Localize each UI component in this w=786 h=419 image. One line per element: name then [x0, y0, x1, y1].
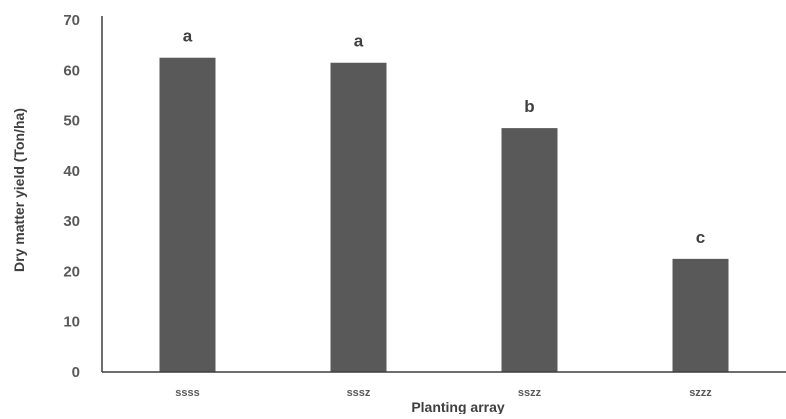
- category-label: sszz: [518, 387, 542, 399]
- y-axis-title: Dry matter yield (Ton/ha): [11, 108, 27, 272]
- significance-label: a: [354, 32, 364, 51]
- bar-ssss: [159, 57, 216, 372]
- y-tick-label: 20: [63, 263, 80, 280]
- bar-sszz: [501, 128, 558, 372]
- significance-label: c: [696, 228, 705, 247]
- category-label: sssz: [347, 387, 371, 399]
- y-axis-ticks: 0 10 20 30 40 50 60 70: [63, 12, 80, 381]
- y-tick-label: 40: [63, 163, 80, 180]
- x-axis-title: Planting array: [411, 399, 505, 414]
- bar-szzz: [672, 258, 729, 372]
- significance-label: a: [183, 27, 193, 46]
- category-label: ssss: [175, 387, 199, 399]
- bars: [159, 57, 729, 372]
- y-tick-label: 50: [63, 113, 80, 130]
- bar-sssz: [330, 62, 387, 372]
- y-tick-label: 30: [63, 213, 80, 230]
- y-tick-label: 60: [63, 62, 80, 79]
- category-label: szzz: [689, 387, 712, 399]
- significance-label: b: [524, 97, 534, 116]
- significance-labels: a a b c: [183, 27, 705, 247]
- y-tick-label: 70: [63, 12, 80, 29]
- y-tick-label: 10: [63, 314, 80, 331]
- y-tick-label: 0: [72, 364, 80, 381]
- category-labels: ssss sssz sszz szzz: [175, 387, 712, 399]
